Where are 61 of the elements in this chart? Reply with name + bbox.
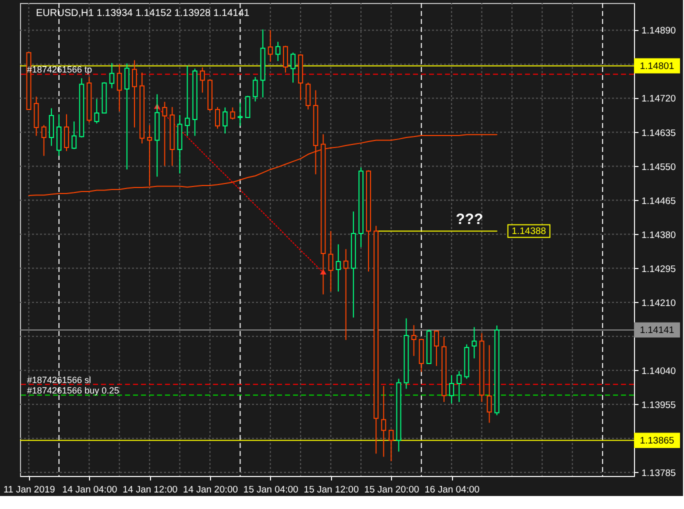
ref-line-label: 1.13865 (640, 435, 674, 446)
candlestick (290, 52, 296, 84)
candlestick (486, 344, 492, 424)
y-tick-label: 1.14465 (642, 196, 676, 207)
candlestick (306, 82, 311, 110)
candlestick (230, 106, 236, 120)
candlestick (116, 64, 122, 112)
candlestick (109, 62, 114, 89)
candlestick (388, 429, 394, 462)
y-tick-label: 1.14295 (642, 264, 676, 275)
x-tick-label: 15 Jan 20:00 (364, 484, 420, 496)
y-tick-label: 1.14380 (642, 230, 676, 241)
y-tick-label: 1.14890 (642, 26, 676, 37)
candlestick (434, 330, 439, 366)
candlestick (336, 244, 341, 292)
candlestick (456, 370, 462, 402)
ref-line-label: #1874261566 buy 0.25 (27, 386, 120, 396)
candlestick (343, 248, 348, 340)
y-tick-label: 1.14550 (642, 162, 676, 173)
y-tick-label: 1.13785 (642, 468, 676, 479)
data-label: 1.14388 (512, 226, 546, 238)
x-tick-label: 14 Jan 20:00 (183, 484, 238, 496)
candlestick (472, 326, 477, 359)
candlestick (72, 120, 77, 150)
annotation: ??? (456, 211, 484, 228)
candlestick (56, 114, 62, 156)
candlestick (184, 65, 190, 136)
candlestick (48, 108, 54, 146)
ref-line-label: #1874261566 sl (27, 374, 92, 385)
x-tick-label: 16 Jan 04:00 (424, 484, 480, 496)
y-tick-label: 1.14040 (642, 366, 676, 377)
y-tick-label: 1.14210 (642, 298, 676, 309)
candlestick (245, 95, 250, 118)
x-tick-label: 14 Jan 04:00 (62, 484, 118, 496)
candlestick (282, 45, 288, 74)
candlestick (381, 385, 386, 458)
candlestick (64, 114, 70, 152)
candlestick (124, 62, 130, 170)
y-tick-label: 1.14720 (642, 94, 676, 105)
x-tick-label: 11 Jan 2019 (3, 484, 56, 496)
x-tick-label: 15 Jan 04:00 (243, 484, 298, 496)
candlestick (222, 106, 228, 134)
candlestick (215, 106, 220, 130)
y-tick-label: 1.14635 (642, 128, 676, 139)
candlestick (162, 101, 168, 166)
x-tick-label: 15 Jan 12:00 (304, 484, 359, 496)
candlestick (411, 324, 416, 356)
candlestick (200, 66, 205, 94)
x-tick-label: 14 Jan 12:00 (122, 484, 178, 496)
candlestick (449, 374, 454, 404)
candlestick (268, 30, 273, 62)
ref-line-label: 1.14141 (640, 324, 674, 336)
candlestick (132, 60, 137, 128)
candlestick (41, 124, 46, 156)
y-tick-label: 1.13955 (642, 400, 676, 411)
candlestick (252, 76, 258, 102)
candlestick (238, 102, 243, 126)
candlestick (275, 41, 280, 62)
candlestick (328, 230, 334, 292)
candlestick (94, 98, 100, 124)
ref-line-label: 1.14801 (640, 60, 674, 72)
